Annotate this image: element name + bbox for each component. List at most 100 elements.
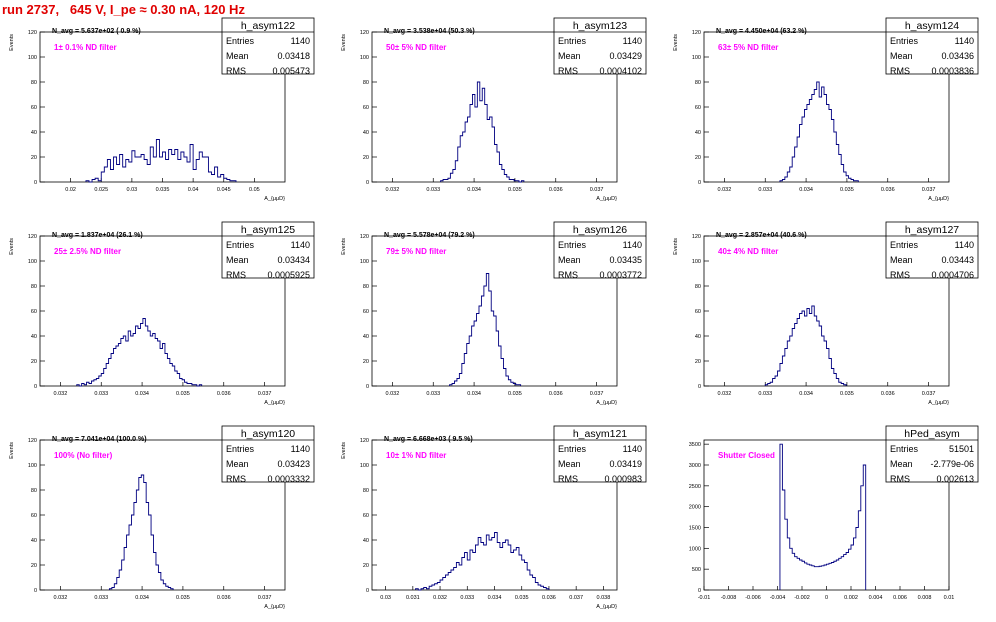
x-axis-label: A_{μμD} [264,400,285,406]
histogram-bin [814,316,816,386]
histogram-bin [116,346,118,386]
x-tick-label: 0.037 [590,187,604,193]
histogram-bin [221,175,224,183]
histogram-bin [190,145,193,183]
x-tick-label: 0.03 [127,187,138,193]
navg-annotation: N_avg = 7.041e+04 (100.0 %) [52,436,147,443]
filter-annotation: 40± 4% ND filter [718,247,778,256]
y-tick-label: 100 [28,55,37,61]
y-tick-label: 80 [363,284,369,290]
histogram-bin [800,560,802,590]
x-tick-label: 0.004 [869,595,883,601]
run-title: run 2737, 645 V, I_pe ≈ 0.30 nA, 120 Hz [2,2,245,17]
histogram-bin [199,152,202,182]
x-axis-label: A_{μμD} [928,400,949,406]
y-tick-label: 60 [695,309,701,315]
stats-box: h_asym125 Entries 1140 Mean 0.03434 RMS 0.0005… [221,221,315,280]
histogram-bin [846,553,848,591]
stats-value: 0.0004706 [931,270,974,280]
x-axis-label: A_{μμD} [596,196,617,202]
stats-value: 0.0003836 [931,66,974,76]
histogram-bin [120,155,123,183]
histogram-bin [849,549,851,590]
x-tick-label: 0.033 [460,595,474,601]
histogram-bin [205,157,208,182]
stats-label: Entries [226,36,255,46]
y-tick-label: 100 [360,55,369,61]
histogram-bin [474,321,476,386]
y-tick-label: 2500 [689,484,701,490]
stats-label: RMS [558,474,578,484]
histogram-bin [178,160,181,183]
histogram-name: h_asym127 [905,224,959,236]
histogram-bin [827,564,829,590]
y-axis-label: Events [9,442,15,459]
x-tick-label: 0.045 [217,187,231,193]
histogram-series [415,532,550,591]
x-tick-label: -0.004 [770,595,786,601]
x-tick-label: 0.032 [433,595,447,601]
y-tick-label: 40 [695,130,701,136]
y-tick-label: 100 [360,259,369,265]
histogram-bin [790,336,792,386]
filter-annotation: 63± 5% ND filter [718,43,778,52]
histogram-bin [187,162,190,182]
histogram-pad-h_asym121: 0.03 0.031 0.032 0.033 0.034 0.035 0.036 0.037 0… [341,425,647,610]
y-tick-label: 0 [698,180,701,186]
stats-value: 0.005473 [272,66,310,76]
histogram-bin [129,162,132,182]
y-tick-label: 80 [363,488,369,494]
navg-annotation: N_avg = 3.538e+04 (50.3 %) [384,28,475,35]
x-tick-label: 0.032 [386,391,400,397]
histogram-bin [139,478,141,591]
histogram-bin [181,152,184,182]
histogram-bin [822,566,824,590]
x-axis-label: A_{μμD} [596,604,617,610]
y-tick-label: 80 [363,80,369,86]
stats-label: Entries [226,444,255,454]
histogram-pad-h_asym127: 0.032 0.033 0.034 0.035 0.036 0.037 0 20 40 60 80 1… [673,221,979,406]
histogram-bin [836,560,838,590]
histogram-bin [790,548,792,590]
histogram-bin [807,564,809,590]
x-tick-label: 0.03 [380,595,391,601]
stats-value: 0.0005925 [267,270,310,280]
histogram-bin [153,157,156,182]
histogram-bin [131,515,133,590]
y-tick-label: 60 [695,105,701,111]
x-tick-label: 0.036 [549,391,563,397]
x-tick-label: 0.025 [94,187,108,193]
x-tick-label: 0.035 [176,595,190,601]
stats-box: hPed_asym Entries 51501 Mean -2.779e-06 RMS 0.… [885,425,979,484]
x-tick-label: 0.033 [94,391,108,397]
histogram-series [108,474,174,591]
stats-label: Mean [558,255,581,265]
x-tick-label: 0.036 [881,187,895,193]
y-tick-label: 80 [31,80,37,86]
histogram-outline [779,81,859,182]
stats-label: RMS [890,474,910,484]
histogram-bin [155,339,157,387]
filter-annotation: 79± 5% ND filter [386,247,446,256]
histogram-bin [110,170,113,183]
histogram-bin [819,97,821,182]
y-tick-label: 120 [28,438,37,444]
y-tick-label: 60 [363,105,369,111]
y-axis-label: Events [9,34,15,51]
x-tick-label: 0.032 [54,391,68,397]
histogram-bin [503,543,506,591]
stats-value: 1140 [955,240,974,250]
y-tick-label: 0 [698,588,701,594]
stats-label: Entries [558,444,587,454]
histogram-bin [804,110,806,183]
y-tick-label: 120 [692,30,701,36]
histogram-bin [829,110,831,183]
histogram-bin [215,167,218,182]
navg-annotation: N_avg = 2.857e+04 (40.6 %) [716,232,807,239]
histogram-bin [146,503,148,591]
histogram-bin [147,165,150,183]
histogram-bin [193,170,196,183]
stats-value: 1140 [623,444,642,454]
histogram-bin [101,172,104,182]
x-tick-label: 0.05 [249,187,260,193]
